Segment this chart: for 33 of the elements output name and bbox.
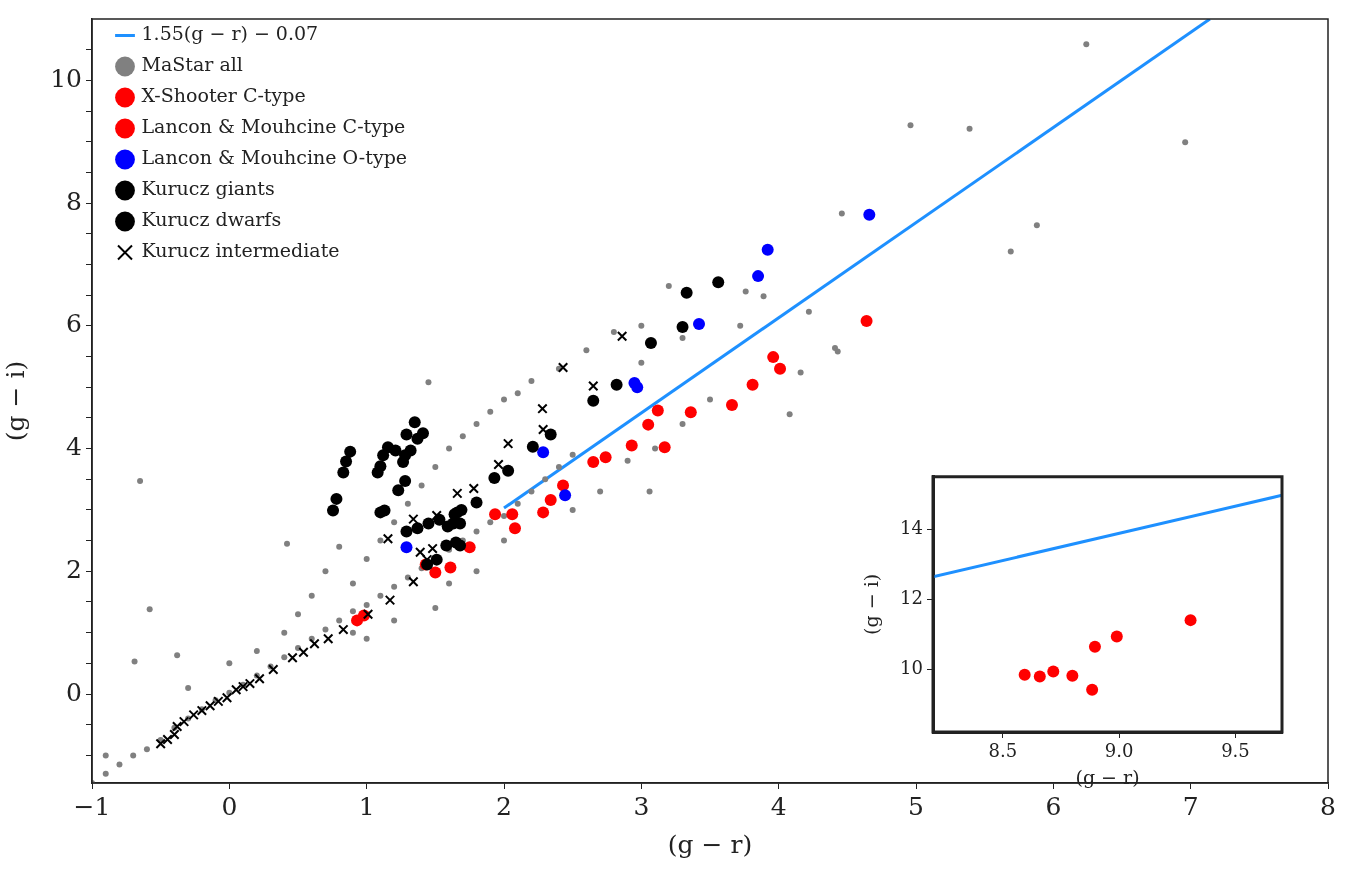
x-tick-label: 8 [1320,791,1336,821]
y-tick-label: 14 [900,516,923,538]
y-tick-label: 4 [66,432,82,462]
x-tick-label: 6 [1045,791,1062,821]
x-tick-label: 1 [358,791,375,821]
x-tick-label: 8.5 [988,740,1018,762]
legend-label: Lancon & Mouhcine O-type [141,146,408,169]
x-tick-label: 3 [633,791,650,821]
legend-label: 1.55(g − r) − 0.07 [141,22,319,45]
y-tick-label: 6 [66,309,82,339]
legend-label: Kurucz dwarfs [141,208,282,231]
x-tick-label: 9.0 [1104,740,1134,762]
y-tick-label: 2 [66,554,82,584]
y-tick-label: 8 [66,186,82,216]
y-tick-label: 12 [900,586,923,608]
x-axis-title: (g − r) [667,829,753,859]
legend-label: MaStar all [141,53,243,76]
y-axis-title: (g − i) [0,360,30,442]
y-tick-label: 0 [66,677,82,707]
legend-label: Kurucz intermediate [141,239,340,262]
y-tick-label: 10 [50,63,82,93]
legend-label: Kurucz giants [141,177,275,200]
x-tick-label: 2 [496,791,512,821]
x-tick-label: 7 [1182,791,1199,821]
legend-label: Lancon & Mouhcine C-type [141,115,406,138]
x-tick-label: −1 [73,791,111,821]
legend-label: X-Shooter C-type [141,84,306,107]
x-tick-label: 4 [770,791,787,821]
x-tick-label: 5 [908,791,924,821]
x-tick-label: 0 [221,791,238,821]
y-axis-title: (g − i) [860,573,883,635]
y-tick-label: 10 [900,656,923,678]
x-tick-label: 9.5 [1221,740,1250,762]
